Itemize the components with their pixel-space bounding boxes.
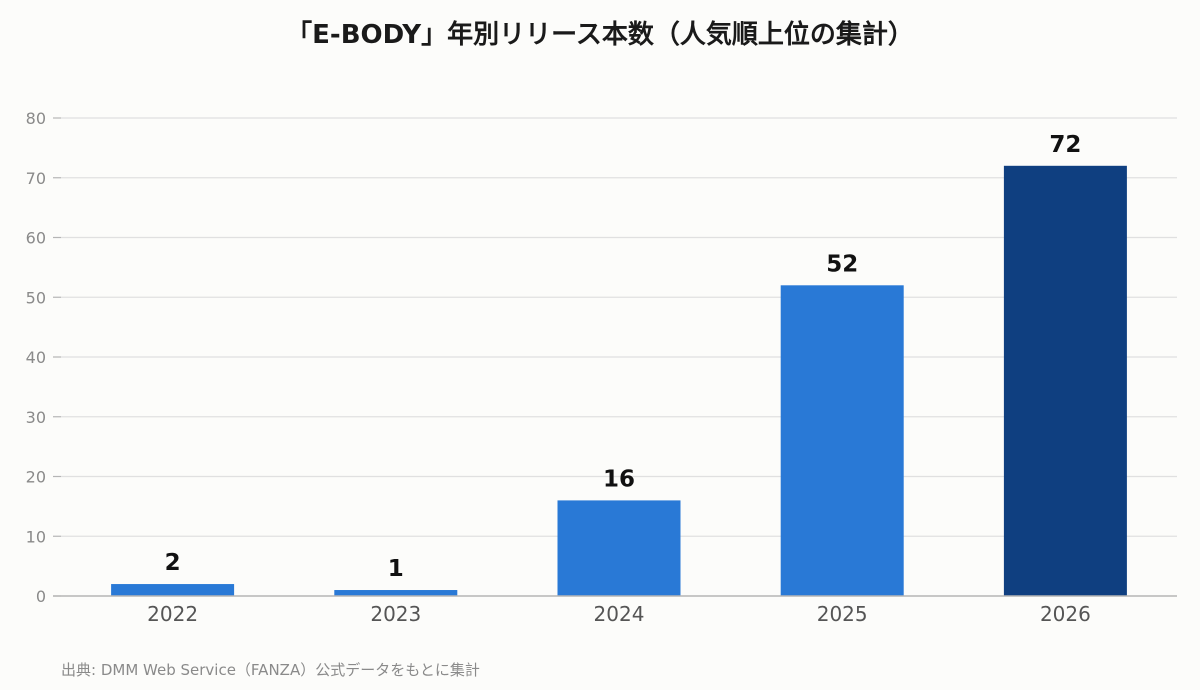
data-label-2022: 2	[165, 550, 181, 576]
y-tick-label: 40	[26, 348, 46, 367]
bar-2022	[111, 584, 235, 596]
y-axis: 0 10 20 30 40 50 60 70 80	[26, 109, 61, 606]
x-tick-label: 2026	[1040, 602, 1091, 626]
bar-2024	[557, 500, 681, 596]
y-tick-label: 60	[26, 229, 46, 248]
y-tick-label: 0	[36, 587, 46, 606]
data-label-2023: 1	[388, 556, 404, 582]
chart-title: 「E-BODY」年別リリース本数（人気順上位の集計）	[286, 20, 914, 50]
source-note: 出典: DMM Web Service（FANZA）公式データをもとに集計	[61, 661, 480, 679]
y-tick-label: 20	[26, 468, 46, 487]
data-label-2024: 16	[603, 466, 635, 492]
y-tick-label: 80	[26, 109, 46, 128]
bar-2025	[780, 285, 904, 596]
y-tick-label: 30	[26, 408, 46, 427]
bar-2023	[334, 590, 458, 596]
bar-2026	[1003, 165, 1127, 597]
y-tick-label: 10	[26, 527, 46, 546]
bars	[111, 165, 1127, 597]
x-tick-label: 2024	[594, 602, 645, 626]
x-tick-label: 2025	[817, 602, 868, 626]
x-tick-label: 2023	[370, 602, 421, 626]
data-labels: 2 1 16 52 72	[165, 132, 1082, 582]
data-label-2025: 52	[826, 251, 858, 277]
grid-lines	[61, 117, 1177, 537]
x-axis: 2022 2023 2024 2025 2026	[147, 602, 1091, 626]
y-tick-label: 70	[26, 169, 46, 188]
x-tick-label: 2022	[147, 602, 198, 626]
y-tick-label: 50	[26, 288, 46, 307]
data-label-2026: 72	[1049, 132, 1081, 158]
